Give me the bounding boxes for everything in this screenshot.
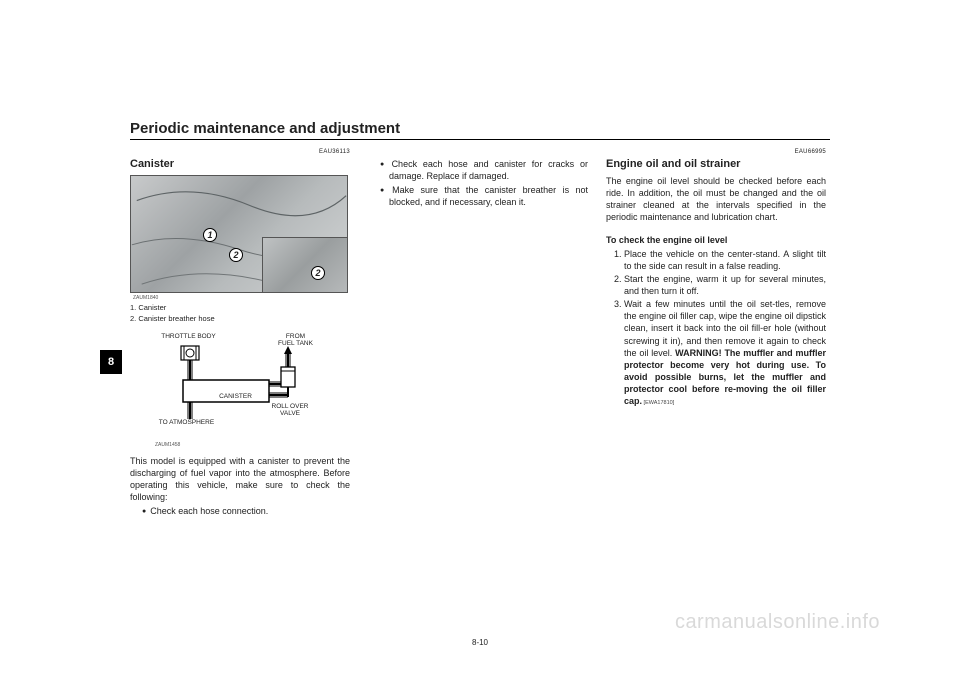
label-canister: CANISTER — [211, 394, 261, 401]
col3-steps: Place the vehicle on the center-stand. A… — [606, 248, 826, 408]
diagram-figure-code: ZAUM1458 — [155, 442, 350, 449]
eau-code: EAU36113 — [130, 148, 350, 156]
col2-bullet-1: Check each hose and canister for cracks … — [380, 158, 588, 183]
label-throttle-body: THROTTLE BODY — [159, 334, 219, 341]
label-to-atmosphere: TO ATMOSPHERE — [148, 420, 226, 427]
label-roll-over-valve: ROLL OVER VALVE — [263, 404, 318, 418]
label-from-fuel-tank: FROM FUEL TANK — [271, 334, 321, 348]
photo-inset: 2 — [262, 237, 347, 292]
page-number: 8-10 — [472, 638, 488, 647]
step-1: Place the vehicle on the center-stand. A… — [624, 248, 826, 272]
col1-paragraph: This model is equipped with a canister t… — [130, 455, 350, 504]
legend-1: 1. Canister — [130, 303, 350, 313]
inset-callout-2-icon: 2 — [311, 266, 325, 280]
warning-refcode: [EWA17810] — [642, 400, 674, 406]
legend-2: 2. Canister breather hose — [130, 314, 350, 324]
col3-intro: The engine oil level should be checked b… — [606, 175, 826, 224]
col3-subhead: To check the engine oil level — [606, 234, 826, 246]
col2-bullet-2: Make sure that the canister breather is … — [380, 184, 588, 209]
chapter-tab: 8 — [100, 350, 122, 374]
step-2: Start the engine, warm it up for several… — [624, 273, 826, 297]
column-2: Check each hose and canister for cracks … — [368, 148, 588, 520]
eau-code-3: EAU66995 — [606, 148, 826, 156]
canister-diagram: THROTTLE BODY FROM FUEL TANK CANISTER TO… — [153, 334, 328, 439]
canister-heading: Canister — [130, 157, 350, 172]
column-1: EAU36113 Canister 1 2 2 ZAUM1840 1. Cani… — [130, 148, 350, 520]
col1-bullets: Check each hose connection. — [132, 505, 350, 517]
col1-bullet-1: Check each hose connection. — [142, 505, 350, 517]
col2-bullets: Check each hose and canister for cracks … — [370, 158, 588, 208]
callout-2-icon: 2 — [229, 248, 243, 262]
callout-1-icon: 1 — [203, 228, 217, 242]
page-title: Periodic maintenance and adjustment — [130, 120, 830, 140]
canister-photo: 1 2 2 — [130, 175, 348, 293]
engine-oil-heading: Engine oil and oil strainer — [606, 157, 826, 172]
column-3: EAU66995 Engine oil and oil strainer The… — [606, 148, 826, 520]
step-3: Wait a few minutes until the oil set-tle… — [624, 298, 826, 408]
figure-code: ZAUM1840 — [133, 295, 350, 302]
columns: EAU36113 Canister 1 2 2 ZAUM1840 1. Cani… — [130, 148, 830, 520]
